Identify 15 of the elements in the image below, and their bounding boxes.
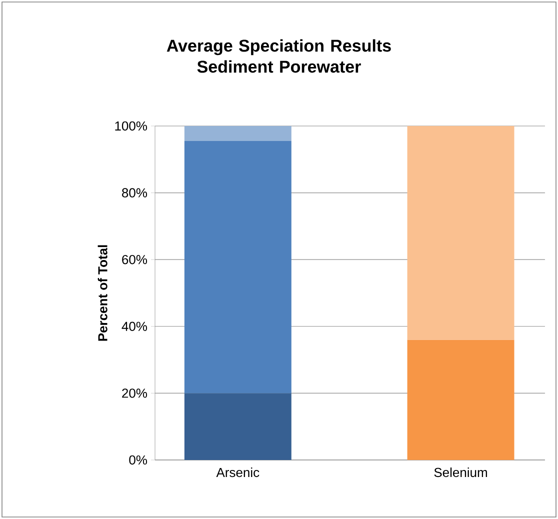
x-tick-label: Arsenic (216, 468, 260, 478)
y-tick-label: 100% (115, 121, 148, 131)
y-tick-label: 80% (122, 188, 148, 198)
chart-title: Average Speciation Results Sediment Porewater (166, 39, 391, 73)
bar (184, 141, 292, 394)
y-tick-label: 60% (122, 254, 148, 264)
x-tick-label: Selenium (434, 468, 487, 478)
bar (407, 340, 514, 460)
bar (184, 393, 292, 460)
y-axis-title: Percent of Total (98, 245, 108, 341)
y-tick-label: 40% (122, 322, 148, 331)
y-tick-label: 20% (122, 388, 148, 398)
y-tick-label: 0% (129, 455, 148, 465)
bar (407, 126, 514, 340)
bar (184, 126, 292, 142)
